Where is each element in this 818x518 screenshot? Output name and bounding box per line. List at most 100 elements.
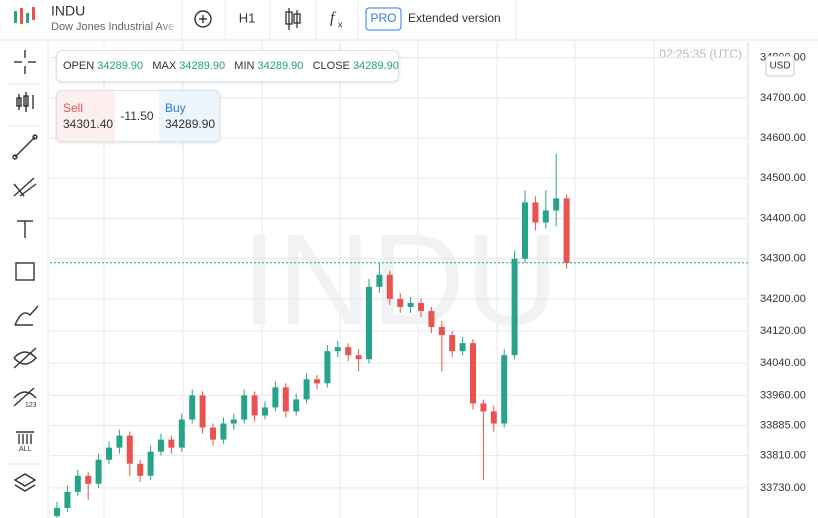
candle-body bbox=[563, 198, 570, 263]
candle-body bbox=[470, 343, 476, 404]
candle-body bbox=[282, 387, 289, 412]
candle-body bbox=[220, 423, 227, 440]
chart-type-button[interactable] bbox=[285, 8, 301, 30]
line-tool[interactable] bbox=[12, 134, 38, 160]
y-tick-label: 34700.00 bbox=[760, 92, 806, 104]
candle-body bbox=[168, 439, 175, 448]
delete-tool[interactable]: ALL bbox=[16, 431, 34, 453]
candle-body bbox=[272, 387, 279, 408]
y-tick-label: 33810.00 bbox=[760, 450, 806, 462]
fib-tool[interactable] bbox=[13, 177, 37, 197]
candle-body bbox=[438, 327, 445, 336]
candle-body bbox=[501, 355, 508, 424]
top-bar bbox=[0, 0, 818, 40]
buy-price[interactable]: 34289.90 bbox=[165, 117, 216, 131]
spread: -11.50 bbox=[120, 109, 154, 123]
candle-body bbox=[147, 451, 154, 476]
fade bbox=[160, 20, 182, 34]
y-tick-label: 34600.00 bbox=[760, 132, 806, 144]
y-tick-label: 34300.00 bbox=[760, 253, 806, 265]
label: MAX bbox=[152, 60, 177, 72]
candle-body bbox=[366, 286, 372, 360]
layers-tool[interactable] bbox=[13, 473, 37, 492]
candle-body bbox=[397, 298, 404, 307]
sell-price[interactable]: 34301.40 bbox=[63, 117, 114, 131]
candle-body bbox=[386, 274, 393, 299]
candle-body bbox=[511, 258, 518, 356]
candle-body bbox=[262, 407, 268, 416]
add-indicator-button[interactable] bbox=[194, 10, 212, 28]
candle-body bbox=[64, 491, 71, 508]
candle-body bbox=[85, 475, 92, 484]
candle-body bbox=[199, 395, 206, 428]
candle-body bbox=[293, 399, 300, 412]
y-tick-label: 33730.00 bbox=[760, 482, 806, 494]
candle-body bbox=[324, 351, 331, 384]
label: CLOSE bbox=[312, 60, 350, 72]
candle-body bbox=[178, 419, 185, 448]
svg-text:ALL: ALL bbox=[19, 446, 32, 453]
candle-body bbox=[210, 427, 216, 440]
candle-body bbox=[345, 347, 352, 356]
candle-body bbox=[355, 355, 362, 360]
svg-text:x: x bbox=[338, 19, 343, 29]
candle-body bbox=[230, 419, 237, 424]
logo bbox=[14, 7, 35, 24]
sell-button[interactable]: Sell 34301.40 bbox=[57, 91, 115, 141]
svg-text:f: f bbox=[330, 10, 337, 27]
candle-body bbox=[251, 395, 258, 416]
y-tick-label: 34040.00 bbox=[760, 357, 806, 369]
y-tick-label: 34120.00 bbox=[760, 325, 806, 337]
extended-version[interactable]: Extended version bbox=[408, 11, 501, 25]
candle-body bbox=[553, 198, 560, 211]
instrument-name: Dow Jones Industrial Ave bbox=[51, 21, 174, 33]
value: 34289.90 bbox=[97, 60, 144, 72]
sell-label[interactable]: Sell bbox=[63, 101, 84, 115]
currency[interactable]: USD bbox=[769, 61, 790, 72]
candle-body bbox=[532, 202, 539, 223]
currency-button[interactable] bbox=[765, 55, 795, 77]
y-tick-label: 33885.00 bbox=[760, 419, 806, 431]
buy-label[interactable]: Buy bbox=[165, 101, 186, 115]
value: 34289.90 bbox=[257, 60, 304, 72]
candle-body bbox=[54, 507, 60, 516]
trade-box: Sell 34301.40 -11.50 Buy 34289.90 bbox=[56, 90, 220, 142]
candles-tool[interactable] bbox=[16, 92, 34, 112]
candle-body bbox=[407, 302, 414, 307]
crosshair-tool[interactable] bbox=[14, 50, 36, 74]
hide-drawings-tool[interactable] bbox=[13, 347, 37, 369]
candle-body bbox=[542, 210, 549, 223]
symbol: INDU bbox=[51, 3, 85, 19]
text-tool[interactable] bbox=[17, 220, 33, 238]
candle-body bbox=[490, 411, 497, 424]
hide-indicators-tool[interactable]: 123 bbox=[13, 387, 37, 409]
candle-body bbox=[106, 447, 112, 460]
candle-body bbox=[522, 202, 528, 259]
brush-tool[interactable] bbox=[14, 305, 39, 326]
candle-body bbox=[376, 274, 383, 287]
toolbar: 123 ALL bbox=[8, 50, 40, 492]
shape-tool[interactable] bbox=[15, 262, 35, 281]
candle-body bbox=[459, 343, 466, 352]
candle-body bbox=[116, 435, 123, 448]
y-tick-label: 34200.00 bbox=[760, 293, 806, 305]
buy-button[interactable]: Buy 34289.90 bbox=[159, 91, 219, 141]
candle-body bbox=[303, 379, 310, 400]
value: 34289.90 bbox=[352, 60, 399, 72]
candle-body bbox=[334, 347, 341, 352]
clock: 02:25:35 (UTC) bbox=[659, 47, 742, 61]
timeframe-button[interactable]: H1 bbox=[239, 10, 256, 25]
candle-body bbox=[449, 335, 456, 352]
candle-body bbox=[480, 403, 487, 412]
value: 34289.90 bbox=[179, 60, 226, 72]
candle-body bbox=[241, 395, 248, 420]
candle-body bbox=[428, 310, 435, 328]
candle-body bbox=[418, 302, 424, 311]
label: OPEN bbox=[63, 60, 95, 72]
pro-badge[interactable]: PRO bbox=[370, 11, 396, 25]
ohlc-box: OPEN 34289.90 MAX 34289.90 MIN 34289.90 … bbox=[56, 50, 399, 82]
pro-badge-box[interactable] bbox=[365, 7, 402, 31]
